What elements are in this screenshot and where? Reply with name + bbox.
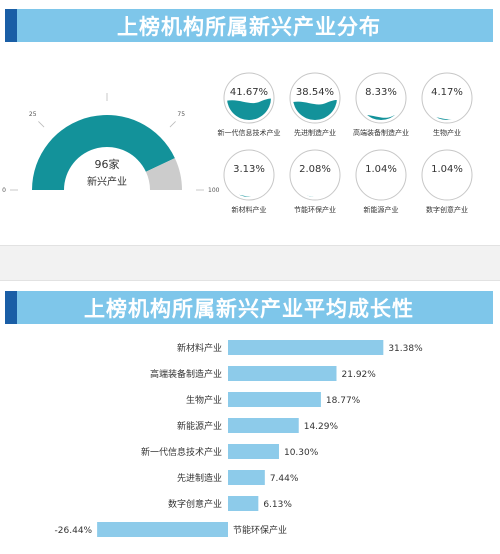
tile-ring	[355, 72, 407, 124]
industry-share-tile: 38.54% 先进制造产业	[289, 72, 341, 137]
tile-percent: 8.33%	[365, 87, 397, 98]
tile-label: 新材料产业	[232, 205, 267, 214]
distribution-title: 上榜机构所属新兴产业分布	[117, 14, 381, 39]
growth-bar	[228, 496, 259, 511]
value-label: 21.92%	[342, 370, 377, 380]
tile-percent: 1.04%	[365, 164, 397, 175]
category-label: 节能环保产业	[233, 524, 287, 536]
growth-bar	[228, 418, 299, 433]
industry-share-tile: 1.04% 新能源产业	[355, 149, 407, 214]
industry-share-tile: 2.08% 节能环保产业	[289, 149, 341, 214]
distribution-panel: 上榜机构所属新兴产业分布 025507510096家新兴产业 41.67%新一代…	[0, 0, 500, 246]
industry-share-tile: 1.04% 数字创意产业	[421, 149, 473, 214]
tile-label: 数字创意产业	[426, 205, 468, 214]
industry-share-tile: 3.13% 新材料产业	[223, 149, 275, 214]
gauge-scale-label: 100	[208, 187, 220, 194]
gauge-chart: 025507510096家新兴产业	[2, 93, 220, 194]
tile-ring	[355, 149, 407, 201]
panel-separator	[0, 246, 500, 280]
industry-share-tile: 41.67% 新一代信息技术产业	[218, 72, 281, 137]
gauge-scale-tick	[38, 121, 45, 128]
gauge-value-arc	[32, 115, 175, 190]
tile-label: 先进制造产业	[294, 128, 336, 137]
industry-share-tile: 4.17% 生物产业	[421, 72, 473, 137]
category-label: 先进制造业	[177, 472, 222, 484]
tile-percent: 2.08%	[299, 164, 331, 175]
gauge-scale-label: 75	[177, 111, 185, 118]
tile-percent: 1.04%	[431, 164, 463, 175]
growth-bar	[228, 444, 279, 459]
growth-bar	[228, 366, 337, 381]
value-label: 31.38%	[388, 344, 423, 354]
growth-title-bar: 上榜机构所属新兴产业平均成长性	[5, 291, 493, 324]
distribution-title-bar: 上榜机构所属新兴产业分布	[5, 9, 493, 42]
gauge-remaining-arc	[145, 158, 182, 190]
tile-percent: 3.13%	[233, 164, 265, 175]
value-label: 7.44%	[270, 474, 299, 484]
gauge-scale-label: 0	[2, 187, 6, 194]
value-label: 10.30%	[284, 448, 319, 458]
category-label: 新一代信息技术产业	[141, 446, 222, 458]
tile-ring	[223, 149, 275, 201]
tile-label: 新一代信息技术产业	[218, 128, 281, 137]
value-label: 6.13%	[263, 500, 292, 510]
category-label: 生物产业	[186, 394, 222, 406]
value-label: 18.77%	[326, 396, 361, 406]
growth-title: 上榜机构所属新兴产业平均成长性	[84, 296, 414, 321]
tile-label: 节能环保产业	[294, 205, 336, 214]
tile-label: 高端装备制造产业	[353, 128, 409, 137]
growth-panel: 上榜机构所属新兴产业平均成长性 新材料产业 31.38% 高端装备制造产业 21.92…	[0, 280, 500, 554]
tile-ring	[289, 149, 341, 201]
tile-ring	[421, 72, 473, 124]
title-accent	[5, 9, 17, 42]
value-label: -26.44%	[55, 526, 93, 536]
industry-share-tile: 8.33% 高端装备制造产业	[353, 72, 409, 137]
gauge-sub-label: 新兴产业	[87, 175, 127, 188]
category-label: 高端装备制造产业	[150, 368, 222, 380]
growth-bar	[228, 392, 321, 407]
gauge-count-label: 96家	[95, 157, 120, 171]
industry-share-tiles: 41.67% 新一代信息技术产业 38.54% 先进制造产业 8.33% 高端装备制造产业…	[218, 72, 473, 214]
growth-bar	[228, 340, 384, 355]
growth-bar	[228, 470, 265, 485]
tile-ring	[421, 149, 473, 201]
growth-bar-chart: 新材料产业 31.38% 高端装备制造产业 21.92% 生物产业 18.77% 新能源产业…	[55, 340, 423, 537]
category-label: 新能源产业	[177, 420, 222, 432]
tile-label: 生物产业	[433, 128, 461, 137]
gauge-scale-label: 25	[29, 111, 37, 118]
value-label: 14.29%	[304, 422, 339, 432]
title-accent	[5, 291, 17, 324]
tile-percent: 4.17%	[431, 87, 463, 98]
tile-percent: 41.67%	[230, 87, 268, 98]
growth-bar	[97, 522, 228, 537]
tile-percent: 38.54%	[296, 87, 334, 98]
tile-label: 新能源产业	[364, 205, 399, 214]
category-label: 新材料产业	[177, 342, 222, 354]
gauge-scale-tick	[169, 121, 176, 128]
category-label: 数字创意产业	[168, 498, 222, 510]
